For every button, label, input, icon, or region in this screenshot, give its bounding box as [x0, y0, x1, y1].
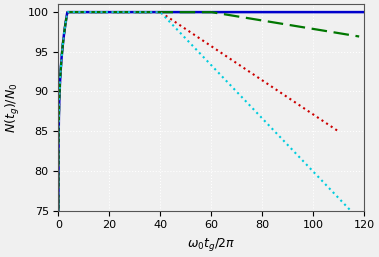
- Y-axis label: $N(t_g)/N_0$: $N(t_g)/N_0$: [4, 82, 22, 133]
- X-axis label: $\omega_0 t_g/2\pi$: $\omega_0 t_g/2\pi$: [187, 236, 236, 253]
